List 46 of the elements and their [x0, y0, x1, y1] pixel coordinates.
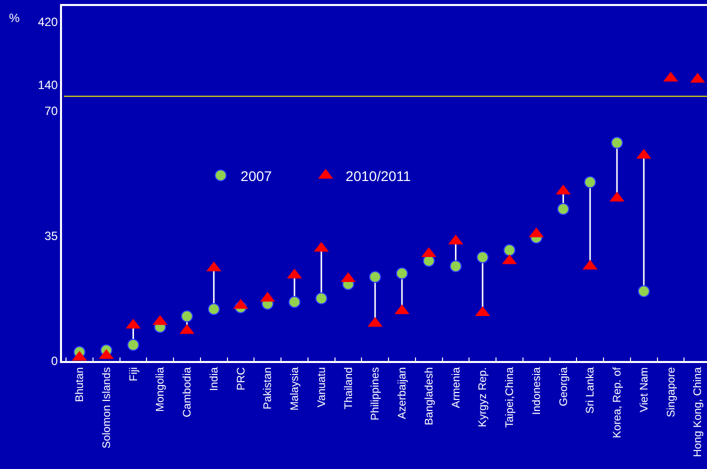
x-tick-label: Hong Kong, China [692, 366, 704, 458]
x-tick-label: Solomon Islands [100, 366, 113, 448]
x-tick-label: Vanuatu [316, 367, 328, 408]
x-tick-label: India [208, 366, 220, 392]
x-tick-label: Malaysia [289, 366, 302, 411]
y-tick-label: 35 [44, 229, 58, 244]
point [584, 176, 596, 188]
legend-label: 2010/2011 [346, 168, 412, 184]
x-tick-label: Armenia [450, 366, 462, 408]
x-tick-label: Indonesia [530, 366, 543, 415]
x-tick-label: Sri Lanka [584, 366, 597, 414]
x-tick-label: Philippines [370, 366, 382, 420]
x-tick-label: Fiji [128, 367, 140, 382]
x-tick-label: Viet Nam [638, 367, 650, 412]
x-tick-label: Azerbaijan [396, 367, 409, 420]
y-tick-label: 420 [38, 15, 58, 29]
x-tick-label: Pakistan [262, 367, 274, 410]
point [396, 267, 408, 280]
y-tick-label: 70 [44, 104, 58, 118]
x-tick-label: PRC [235, 367, 248, 390]
point [288, 296, 300, 308]
x-tick-label: Bhutan [74, 367, 86, 402]
point [208, 303, 220, 316]
point [369, 270, 382, 283]
point [127, 338, 140, 351]
x-tick-label: Mongolia [154, 366, 167, 412]
point [610, 136, 623, 149]
point [638, 285, 650, 298]
x-tick-label: Kyrgyz Rep. [477, 367, 490, 428]
y-axis-title: % [9, 11, 20, 25]
y-tick-label: 140 [38, 78, 58, 92]
x-tick-label: Taipei,China [504, 366, 516, 428]
point [180, 310, 193, 322]
x-tick-label: Thailand [342, 367, 355, 410]
point [557, 202, 570, 215]
point [315, 292, 328, 304]
point [476, 251, 489, 264]
x-tick-label: Singapore [665, 367, 678, 418]
legend-label: 2007 [240, 168, 272, 184]
x-tick-label: Cambodia [182, 366, 194, 418]
x-tick-label: Korea, Rep. of [612, 366, 624, 438]
x-tick-label: Georgia [558, 366, 570, 406]
point [450, 260, 462, 272]
y-tick-label: 0 [51, 354, 58, 368]
x-tick-label: Bangladesh [423, 367, 436, 426]
point [503, 244, 516, 256]
